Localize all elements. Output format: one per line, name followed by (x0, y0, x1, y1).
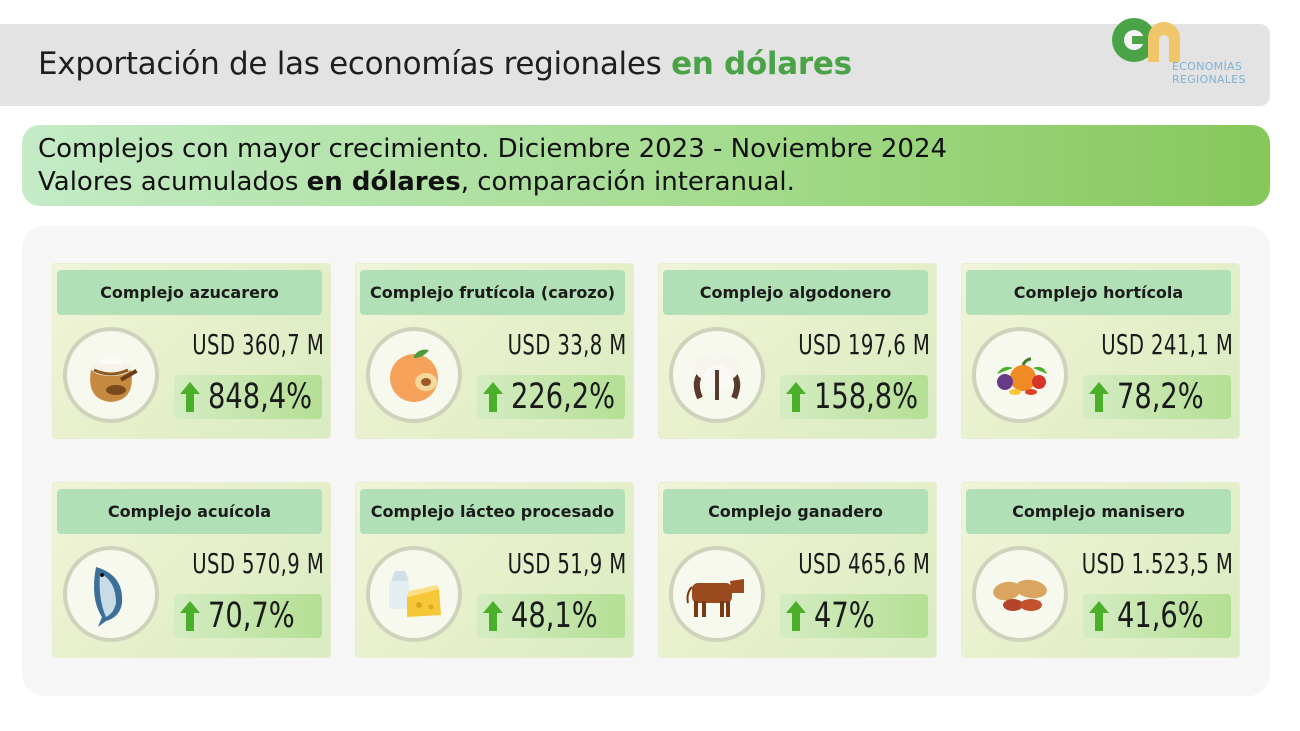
card-value: USD 1.523,5 M (1081, 547, 1233, 580)
card-title: Complejo hortícola (966, 270, 1231, 315)
growth-percent: 41,6% (1117, 596, 1204, 636)
growth-percent: 78,2% (1117, 377, 1204, 417)
peach-icon (366, 327, 462, 423)
card-ganadero: Complejo ganadero USD 465,6 M 47% (659, 483, 936, 657)
growth-box: 41,6% (1083, 594, 1231, 638)
peanut-icon (972, 546, 1068, 642)
subtitle-line-2-bold: en dólares (306, 167, 461, 197)
arrow-up-icon (1089, 601, 1109, 631)
growth-box: 47% (780, 594, 928, 638)
card-value: USD 465,6 M (798, 547, 930, 580)
growth-percent: 848,4% (208, 377, 313, 417)
card-value: USD 360,7 M (192, 328, 324, 361)
growth-percent: 48,1% (511, 596, 598, 636)
economias-regionales-logo (1112, 18, 1180, 62)
card-title: Complejo azucarero (57, 270, 322, 315)
card-value: USD 51,9 M (507, 547, 627, 580)
growth-percent: 47% (814, 596, 875, 636)
arrow-up-icon (483, 382, 503, 412)
growth-percent: 70,7% (208, 596, 295, 636)
card-value: USD 570,9 M (192, 547, 324, 580)
card-title: Complejo manisero (966, 489, 1231, 534)
card-horticola: Complejo hortícola USD 241,1 M 78,2% (962, 264, 1239, 438)
page-title-text: Exportación de las economías regionales (38, 46, 672, 82)
arrow-up-icon (483, 601, 503, 631)
page-title: Exportación de las economías regionales … (38, 46, 852, 82)
sugar-sack-icon (63, 327, 159, 423)
arrow-up-icon (180, 382, 200, 412)
card-algodonero: Complejo algodonero USD 197,6 M 158,8% (659, 264, 936, 438)
growth-box: 848,4% (174, 375, 322, 419)
logo-wordmark: ECONOMÍAS REGIONALES (1172, 60, 1246, 86)
card-value: USD 197,6 M (798, 328, 930, 361)
vegetables-icon (972, 327, 1068, 423)
dairy-cheese-icon (366, 546, 462, 642)
subtitle-line-1: Complejos con mayor crecimiento. Diciemb… (38, 134, 948, 164)
cotton-icon (669, 327, 765, 423)
card-title: Complejo ganadero (663, 489, 928, 534)
subtitle-line-2-pre: Valores acumulados (38, 167, 307, 197)
cow-icon (669, 546, 765, 642)
subtitle-line-2-post: , comparación interanual. (460, 167, 795, 197)
logo-line-2: REGIONALES (1172, 73, 1246, 86)
card-value: USD 241,1 M (1101, 328, 1233, 361)
growth-box: 48,1% (477, 594, 625, 638)
card-title: Complejo algodonero (663, 270, 928, 315)
growth-box: 226,2% (477, 375, 625, 419)
growth-box: 158,8% (780, 375, 928, 419)
card-manisero: Complejo manisero USD 1.523,5 M 41,6% (962, 483, 1239, 657)
growth-box: 70,7% (174, 594, 322, 638)
fish-icon (63, 546, 159, 642)
arrow-up-icon (180, 601, 200, 631)
card-title: Complejo acuícola (57, 489, 322, 534)
arrow-up-icon (1089, 382, 1109, 412)
page-header: Exportación de las economías regionales … (0, 24, 1270, 106)
growth-box: 78,2% (1083, 375, 1231, 419)
card-acuicola: Complejo acuícola USD 570,9 M 70,7% (53, 483, 330, 657)
card-fruticola: Complejo frutícola (carozo) USD 33,8 M 2… (356, 264, 633, 438)
card-title: Complejo frutícola (carozo) (360, 270, 625, 315)
page-title-accent: en dólares (671, 46, 852, 82)
growth-percent: 226,2% (511, 377, 616, 417)
card-title: Complejo lácteo procesado (360, 489, 625, 534)
card-azucarero: Complejo azucarero USD 360,7 M 848,4% (53, 264, 330, 438)
subtitle-banner: Complejos con mayor crecimiento. Diciemb… (22, 125, 1270, 206)
arrow-up-icon (786, 601, 806, 631)
arrow-up-icon (786, 382, 806, 412)
subtitle-line-2: Valores acumulados en dólares, comparaci… (38, 166, 1270, 199)
logo-line-1: ECONOMÍAS (1172, 60, 1243, 73)
growth-percent: 158,8% (814, 377, 919, 417)
card-value: USD 33,8 M (507, 328, 627, 361)
card-lacteo: Complejo lácteo procesado USD 51,9 M 48,… (356, 483, 633, 657)
